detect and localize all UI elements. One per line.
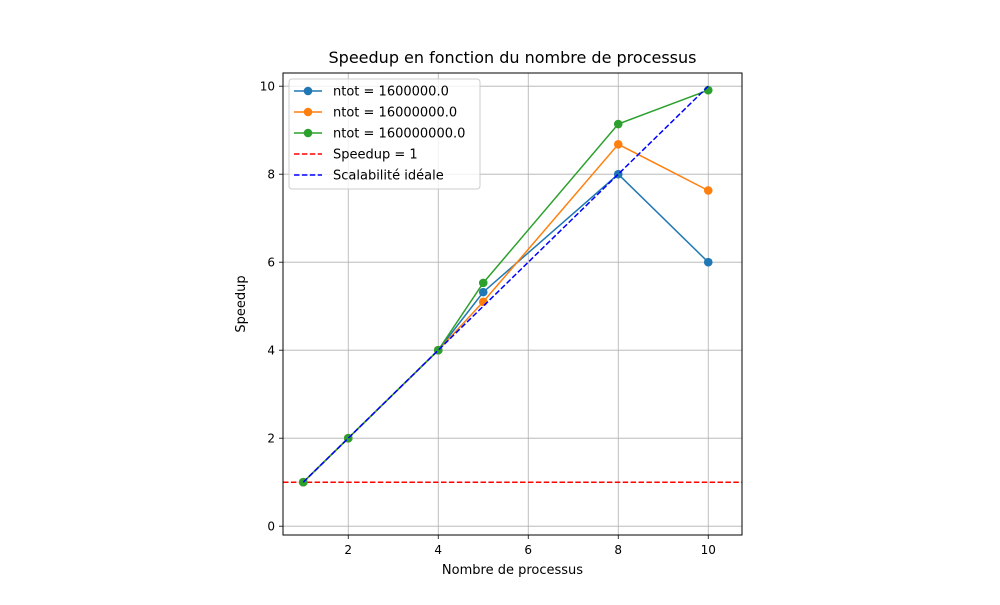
y-tick-label: 4	[267, 344, 275, 358]
y-tick-label: 0	[267, 520, 275, 534]
x-axis-label: Nombre de processus	[442, 563, 583, 578]
x-tick-label: 2	[344, 543, 352, 557]
x-tick-label: 10	[701, 543, 716, 557]
chart-title: Speedup en fonction du nombre de process…	[329, 48, 697, 67]
y-tick-label: 6	[267, 256, 275, 270]
y-tick-label: 10	[260, 80, 275, 94]
data-point-series-1	[613, 139, 623, 149]
legend-box	[288, 78, 481, 190]
data-point-series-0	[703, 257, 713, 267]
data-point-series-1	[478, 297, 488, 307]
data-point-series-1	[703, 186, 713, 195]
plot-frame	[282, 72, 743, 536]
legend-marker-series-1	[303, 107, 313, 117]
legend-label-series-0: ntot = 1600000.0	[333, 85, 449, 100]
data-point-series-2	[613, 119, 623, 129]
legend-label-ref-1: Scalabilité idéale	[333, 169, 444, 184]
legend-label-ref-0: Speedup = 1	[333, 148, 418, 163]
x-tick-label: 8	[614, 543, 622, 557]
data-point-series-0	[478, 287, 488, 297]
legend-marker-series-0	[303, 86, 313, 96]
y-tick-label: 2	[267, 432, 275, 446]
legend: ntot = 1600000.0 ntot = 16000000.0 ntot = …	[288, 78, 481, 190]
legend-label-series-1: ntot = 16000000.0	[333, 106, 457, 121]
reference-line-ideal-scalability	[302, 85, 709, 483]
legend-marker-series-2	[303, 128, 313, 138]
legend-label-series-2: ntot = 160000000.0	[333, 127, 465, 142]
data-point-series-2	[478, 278, 488, 288]
x-tick-label: 6	[524, 543, 532, 557]
y-axis-label: Speedup	[234, 275, 249, 332]
x-tick-label: 4	[434, 543, 442, 557]
y-tick-label: 8	[267, 168, 275, 182]
